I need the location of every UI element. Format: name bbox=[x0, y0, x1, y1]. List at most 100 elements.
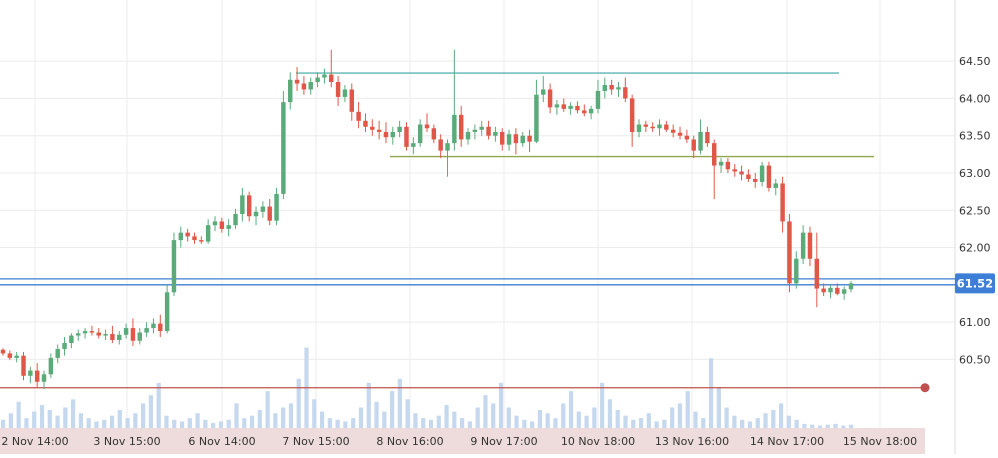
candle bbox=[21, 351, 26, 381]
x-tick-label: 14 Nov 17:00 bbox=[750, 435, 824, 448]
candle-body bbox=[472, 129, 478, 132]
candle bbox=[520, 131, 525, 147]
candle bbox=[848, 281, 854, 293]
candle-body bbox=[82, 331, 88, 334]
candle-body bbox=[465, 131, 471, 140]
volume-bar bbox=[47, 409, 52, 428]
x-tick-label: 8 Nov 16:00 bbox=[376, 435, 443, 448]
candle bbox=[547, 83, 553, 114]
volume-bar bbox=[708, 358, 714, 428]
candle-body bbox=[48, 357, 54, 375]
candle bbox=[335, 76, 341, 106]
candle-body bbox=[226, 225, 231, 229]
candle bbox=[732, 164, 737, 177]
candle-body bbox=[595, 90, 601, 109]
x-tick-label: 7 Nov 15:00 bbox=[282, 435, 349, 448]
volume-bar bbox=[273, 413, 278, 428]
candle-body bbox=[650, 126, 655, 129]
candle-body bbox=[602, 85, 608, 91]
volume-bar bbox=[351, 418, 356, 428]
candle-body bbox=[759, 165, 765, 182]
candle bbox=[705, 126, 710, 147]
volume-bar bbox=[358, 407, 364, 428]
volume-bar bbox=[444, 405, 449, 428]
volume-bar bbox=[327, 418, 332, 428]
candle-body bbox=[609, 85, 614, 90]
current-price-tag: 61.52 bbox=[955, 273, 995, 294]
candle-body bbox=[281, 102, 286, 194]
candle-body bbox=[424, 124, 430, 129]
candle bbox=[739, 165, 744, 181]
candle-body bbox=[288, 79, 293, 103]
volume-bar bbox=[1, 419, 6, 428]
volume-bar bbox=[740, 419, 745, 428]
candle bbox=[96, 328, 101, 339]
volume-bar bbox=[312, 399, 317, 428]
candle-body bbox=[657, 124, 662, 129]
volume-bar bbox=[600, 382, 605, 428]
volume-bar bbox=[460, 418, 465, 428]
volume-bar bbox=[817, 425, 823, 428]
candle bbox=[158, 314, 163, 338]
candle-body bbox=[260, 206, 266, 212]
volume-bar bbox=[413, 413, 418, 428]
candle bbox=[513, 128, 519, 155]
candle-body bbox=[110, 334, 115, 341]
candle-body bbox=[301, 83, 307, 90]
volume-bar bbox=[561, 403, 566, 428]
candle-body bbox=[178, 232, 184, 241]
candle-body bbox=[28, 370, 33, 376]
candle bbox=[773, 178, 778, 196]
volume-bar bbox=[646, 413, 651, 428]
volume-bar bbox=[755, 418, 760, 428]
line-drag-handle[interactable] bbox=[920, 383, 930, 393]
volume-bar bbox=[39, 405, 45, 428]
candle-body bbox=[445, 143, 450, 151]
candle bbox=[814, 232, 820, 308]
candle bbox=[759, 161, 765, 187]
candle bbox=[28, 366, 33, 384]
candle bbox=[233, 208, 238, 229]
candle-body bbox=[493, 131, 498, 136]
candle-body bbox=[561, 104, 566, 109]
volume-bar bbox=[514, 415, 519, 428]
volume-bar bbox=[841, 425, 846, 428]
candle bbox=[110, 325, 115, 343]
candle bbox=[260, 201, 266, 218]
candle-body bbox=[780, 183, 785, 222]
candle bbox=[294, 67, 300, 91]
candle bbox=[575, 101, 580, 114]
candle bbox=[164, 284, 170, 334]
candle-body bbox=[431, 128, 437, 140]
volume-bar bbox=[677, 403, 683, 428]
candle-body bbox=[691, 139, 696, 151]
candle bbox=[794, 251, 799, 289]
candle-body bbox=[616, 87, 621, 90]
candle bbox=[835, 283, 840, 296]
candle bbox=[185, 228, 190, 242]
candle bbox=[315, 72, 320, 88]
candle bbox=[595, 79, 601, 114]
volume-bar bbox=[281, 407, 286, 428]
y-axis: 64.5064.0063.5063.0062.5062.0061.5061.00… bbox=[959, 55, 991, 366]
candle bbox=[48, 353, 54, 379]
candle bbox=[561, 98, 566, 112]
candle-body bbox=[417, 124, 423, 144]
volume-bar bbox=[763, 413, 768, 428]
y-tick-label: 62.00 bbox=[959, 242, 991, 255]
volume-bar bbox=[794, 419, 799, 428]
volume-bar bbox=[452, 411, 457, 428]
volume-bar bbox=[265, 391, 270, 428]
candle-body bbox=[773, 183, 778, 188]
candle bbox=[636, 119, 642, 138]
candle-body bbox=[527, 135, 532, 142]
candle bbox=[424, 113, 430, 132]
candle-body bbox=[349, 89, 354, 112]
candle bbox=[267, 199, 272, 226]
candle-body bbox=[7, 353, 13, 358]
x-tick-label: 3 Nov 15:00 bbox=[93, 435, 160, 448]
y-tick-label: 62.50 bbox=[959, 204, 991, 217]
volume-bar bbox=[467, 421, 472, 428]
